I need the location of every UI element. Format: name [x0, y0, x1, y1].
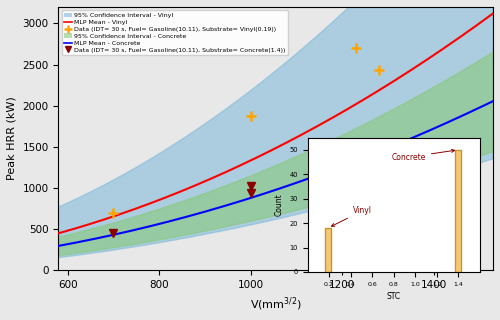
MLP Mean - Concrete: [197, 211, 203, 215]
Text: Concrete: Concrete: [392, 149, 454, 162]
Line: MLP Mean - Concrete: MLP Mean - Concrete: [58, 101, 493, 246]
Data (IDT= 30 s, Fuel= Gasoline(10.11), Substrate= Vinyl(0.19)): [376, 68, 382, 72]
MLP Mean - Concrete: [108, 234, 114, 237]
Text: Vinyl: Vinyl: [332, 206, 372, 226]
MLP Mean - Vinyl: [228, 168, 234, 172]
MLP Mean - Concrete: [56, 244, 62, 248]
Legend: 95% Confidence Interval - Vinyl, MLP Mean - Vinyl, Data (IDT= 30 s, Fuel= Gasoli: 95% Confidence Interval - Vinyl, MLP Mea…: [62, 10, 288, 55]
Line: Data (IDT= 30 s, Fuel= Gasoline(10.11), Substrate= Vinyl(0.19)): Data (IDT= 30 s, Fuel= Gasoline(10.11), …: [108, 43, 384, 218]
Line: Data (IDT= 30 s, Fuel= Gasoline(10.11), Substrate= Concrete(1.4)): Data (IDT= 30 s, Fuel= Gasoline(10.11), …: [109, 182, 255, 237]
Data (IDT= 30 s, Fuel= Gasoline(10.11), Substrate= Concrete(1.4)): [110, 231, 116, 235]
MLP Mean - Concrete: [490, 99, 496, 103]
X-axis label: STC: STC: [386, 292, 401, 301]
MLP Mean - Vinyl: [329, 116, 335, 120]
MLP Mean - Vinyl: [490, 12, 496, 15]
Line: MLP Mean - Vinyl: MLP Mean - Vinyl: [58, 13, 493, 233]
Data (IDT= 30 s, Fuel= Gasoline(10.11), Substrate= Vinyl(0.19)): [110, 211, 116, 214]
MLP Mean - Concrete: [372, 152, 378, 156]
Data (IDT= 30 s, Fuel= Gasoline(10.11), Substrate= Concrete(1.4)): [248, 191, 254, 195]
Bar: [456, 150, 462, 272]
Y-axis label: Peak HRR (kW): Peak HRR (kW): [7, 97, 17, 180]
MLP Mean - Vinyl: [108, 215, 114, 219]
MLP Mean - Concrete: [329, 168, 335, 172]
Data (IDT= 30 s, Fuel= Gasoline(10.11), Substrate= Vinyl(0.19)): [353, 46, 359, 50]
Data (IDT= 30 s, Fuel= Gasoline(10.11), Substrate= Concrete(1.4)): [248, 184, 254, 188]
MLP Mean - Concrete: [228, 202, 234, 206]
Y-axis label: Count: Count: [274, 193, 283, 216]
X-axis label: V(mm$^{3/2}$): V(mm$^{3/2}$): [250, 295, 302, 313]
Bar: [325, 228, 331, 272]
MLP Mean - Vinyl: [372, 91, 378, 95]
MLP Mean - Vinyl: [369, 92, 375, 96]
MLP Mean - Vinyl: [56, 231, 62, 235]
MLP Mean - Vinyl: [197, 181, 203, 185]
Data (IDT= 30 s, Fuel= Gasoline(10.11), Substrate= Vinyl(0.19)): [248, 115, 254, 118]
MLP Mean - Concrete: [369, 153, 375, 156]
